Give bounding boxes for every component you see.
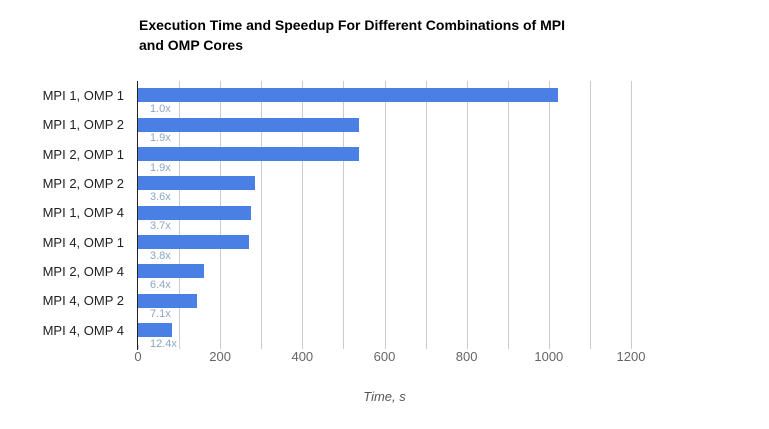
x-tick-700 [425,345,427,349]
category-label-mpi-2-omp-4: MPI 2, OMP 4 [42,264,124,279]
bar-mpi-4-omp-1 [138,234,249,249]
chart-title: Execution Time and Speedup For Different… [139,15,659,55]
gridline-x-500 [343,81,345,345]
chart-title-line1: Execution Time and Speedup For Different… [139,17,565,33]
category-label-mpi-4-omp-2: MPI 4, OMP 2 [42,293,124,309]
bar-mpi-1-omp-2 [138,117,359,132]
category-label-mpi-1-omp-2: MPI 1, OMP 2 [42,117,124,133]
bar-mpi-2-omp-1 [138,146,359,161]
x-tick-900 [507,345,509,349]
x-tick-1000 [548,345,550,349]
x-tick-label-0: 0 [134,349,142,364]
x-tick-1100 [589,345,591,349]
speedup-annotation-1.9x: 1.9x [150,132,171,145]
gridline-x-600 [384,81,386,345]
bar-mpi-1-omp-1 [138,88,558,103]
category-label-mpi-2-omp-1: MPI 2, OMP 1 [42,146,124,162]
chart-title-line2: and OMP Cores [139,37,243,53]
speedup-annotation-6.4x: 6.4x [150,279,171,291]
speedup-annotation-7.1x: 7.1x [150,308,171,321]
x-tick-100 [179,345,181,349]
x-tick-0 [138,345,139,349]
x-tick-500 [343,345,345,349]
gridline-x-1100 [589,81,591,345]
x-tick-300 [261,345,263,349]
category-label-mpi-2-omp-2: MPI 2, OMP 2 [42,176,124,191]
category-label-mpi-1-omp-1: MPI 1, OMP 1 [42,88,124,103]
gridline-x-1000 [548,81,550,345]
category-label-mpi-4-omp-4: MPI 4, OMP 4 [42,322,124,338]
bar-mpi-4-omp-2 [138,293,198,308]
x-tick-800 [466,345,468,349]
speedup-annotation-3.8x: 3.8x [150,249,171,262]
x-tick-200 [220,345,222,349]
speedup-annotation-3.7x: 3.7x [150,220,171,233]
gridline-x-800 [466,81,468,345]
speedup-annotation-1.9x: 1.9x [150,161,171,174]
x-tick-label-200: 200 [209,349,231,364]
y-axis-line [137,81,138,350]
x-tick-400 [302,345,304,349]
category-label-mpi-1-omp-4: MPI 1, OMP 4 [42,205,124,221]
bar-mpi-4-omp-4 [138,322,172,337]
x-tick-label-400: 400 [291,349,314,364]
gridline-x-700 [425,81,427,345]
speedup-annotation-3.6x: 3.6x [150,191,171,203]
x-tick-600 [384,345,386,349]
speedup-annotation-1.0x: 1.0x [150,103,171,115]
x-tick-label-1200: 1200 [616,349,646,364]
gridline-x-300 [261,81,263,345]
gridline-x-900 [507,81,509,345]
x-tick-label-600: 600 [373,349,396,364]
x-tick-1200 [631,345,632,349]
x-tick-label-800: 800 [455,349,478,364]
speedup-annotation-12.4x: 12.4x [150,337,177,350]
x-axis-title: Time, s [363,389,406,404]
x-tick-label-1000: 1000 [534,349,564,364]
bar-mpi-1-omp-4 [138,205,252,220]
bar-mpi-2-omp-4 [138,264,204,279]
plot-area: 1.0x 1.9x 1.9x 3.6x 3.7x 3.8x 6.4x 7.1x 12.4x [138,81,698,350]
bar-mpi-2-omp-2 [138,176,255,191]
category-label-mpi-4-omp-1: MPI 4, OMP 1 [42,234,124,250]
gridline-x-1200 [631,81,632,345]
gridline-x-400 [302,81,304,345]
